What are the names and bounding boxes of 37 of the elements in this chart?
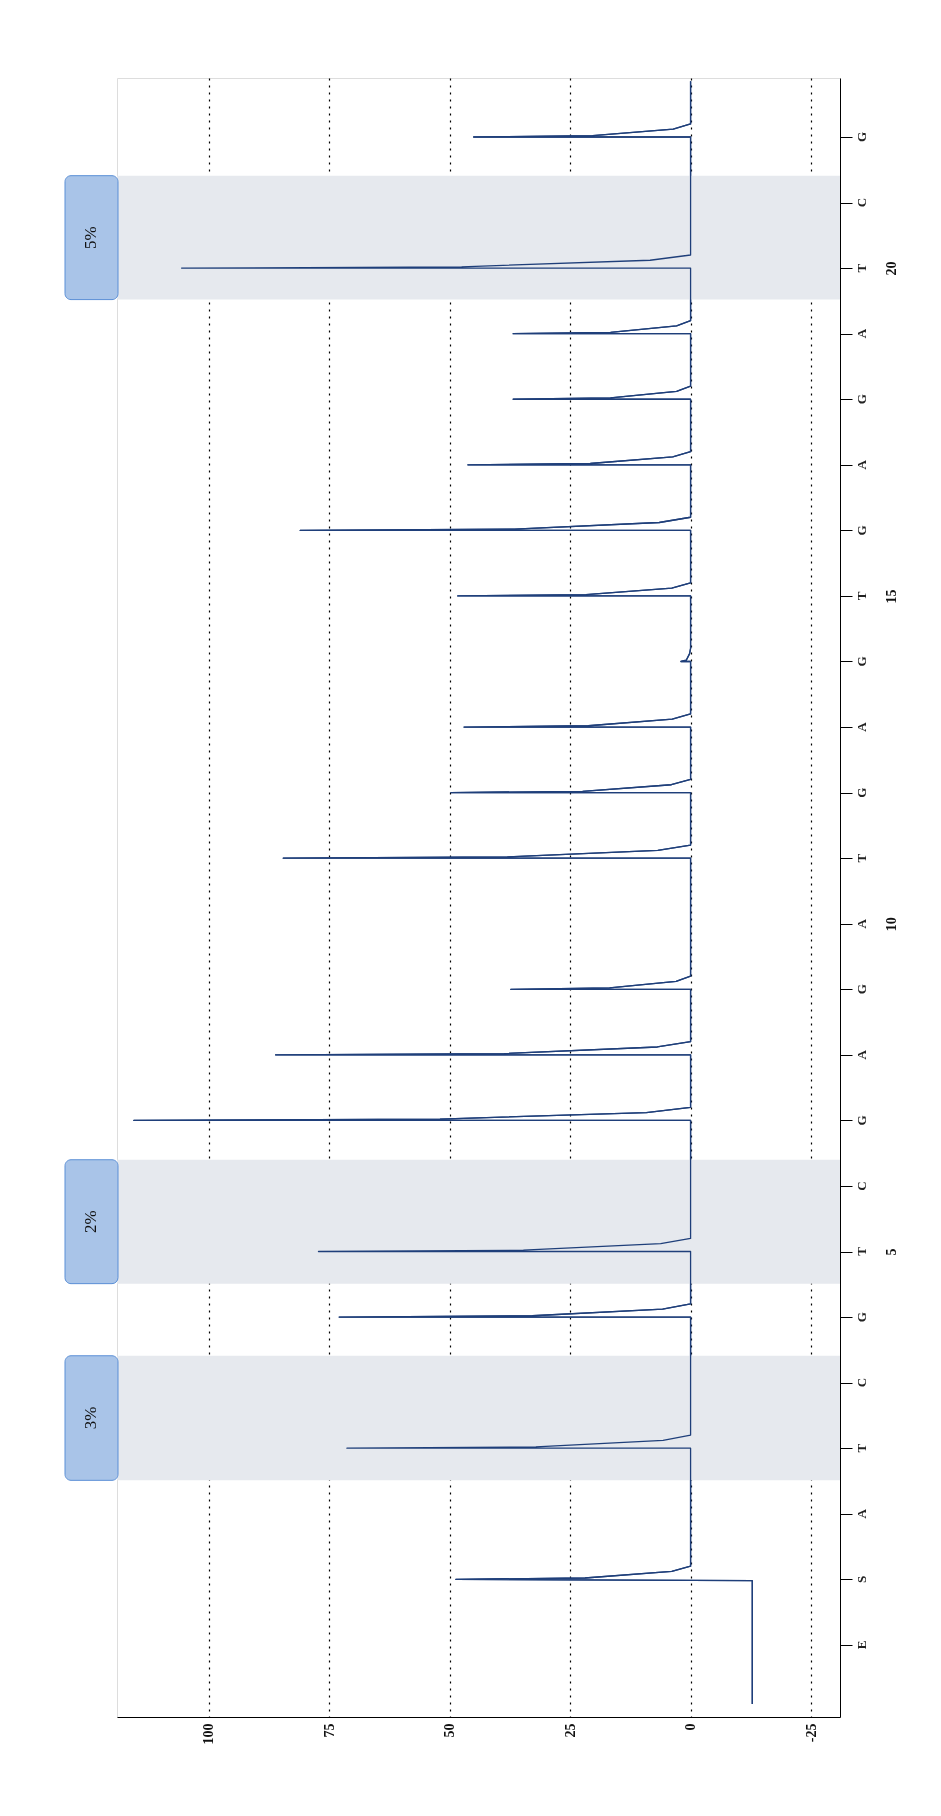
text: C	[854, 1377, 869, 1388]
text: G	[854, 1115, 869, 1126]
band-label: 2%	[81, 1210, 100, 1234]
text: E	[854, 1640, 869, 1650]
text: A	[854, 1049, 869, 1060]
text: A	[854, 459, 869, 470]
x-tick-label: 100	[201, 1723, 217, 1745]
text: A	[854, 328, 869, 339]
x-tick-label: 50	[442, 1723, 458, 1738]
text: G	[854, 1312, 869, 1323]
text: T	[854, 263, 869, 273]
text: G	[854, 787, 869, 798]
x-tick-label: -25	[803, 1723, 819, 1743]
band-label: 5%	[81, 226, 100, 249]
text: T	[854, 1246, 869, 1256]
text: G	[854, 131, 869, 143]
text: T	[854, 591, 869, 601]
x-tick-label: 0	[683, 1723, 699, 1731]
text: S	[854, 1575, 869, 1583]
band-label: 3%	[81, 1406, 100, 1430]
text: A	[854, 918, 869, 929]
x-tick-label: 75	[321, 1723, 337, 1738]
y-tick-label: 10	[883, 917, 899, 932]
text: G	[854, 394, 869, 405]
y-tick-label: 15	[883, 589, 899, 604]
text: G	[854, 656, 869, 667]
text: T	[854, 853, 869, 863]
text: T	[854, 1443, 869, 1453]
text: G	[854, 984, 869, 995]
y-tick-label: 20	[883, 261, 899, 276]
text: G	[854, 525, 869, 536]
text: C	[854, 1181, 869, 1191]
x-tick-label: 25	[562, 1723, 578, 1738]
text: A	[854, 721, 869, 732]
text: C	[854, 197, 869, 208]
y-tick-label: 5	[883, 1248, 899, 1256]
text: A	[854, 1508, 869, 1519]
